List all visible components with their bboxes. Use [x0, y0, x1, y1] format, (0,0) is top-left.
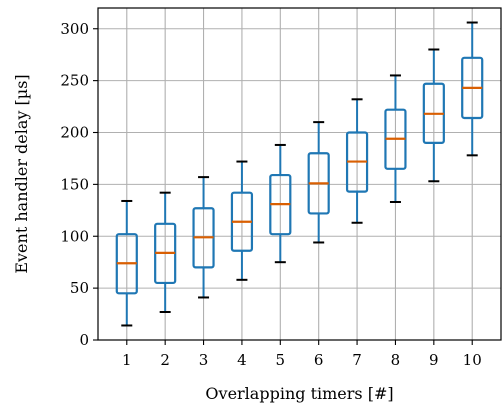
x-tick-label: 1	[122, 351, 132, 369]
box-group	[345, 98, 369, 224]
box-group	[461, 21, 484, 157]
y-tick-label: 50	[70, 279, 89, 297]
axis-ticks: 0 50 100 150 200 250 300 1 2 3 4 5 6 7 8 9 10	[60, 20, 481, 369]
x-tick-label: 9	[429, 351, 439, 369]
x-tick-label: 8	[391, 351, 401, 369]
y-axis-label: Event handler delay [µs]	[12, 74, 31, 273]
boxes	[115, 21, 484, 327]
x-axis-label: Overlapping timers [#]	[205, 384, 393, 403]
box-group	[307, 121, 330, 244]
box-group	[115, 199, 138, 327]
x-tick-label: 10	[463, 351, 482, 369]
x-tick-label: 7	[352, 351, 362, 369]
grid	[98, 8, 501, 341]
y-tick-label: 0	[79, 331, 89, 349]
x-tick-label: 6	[314, 351, 324, 369]
y-tick-label: 300	[60, 20, 89, 38]
x-tick-label: 2	[160, 351, 170, 369]
y-tick-label: 150	[60, 175, 89, 193]
box-group	[192, 176, 215, 299]
box-group	[269, 143, 292, 264]
box-group	[230, 160, 254, 281]
box-group	[384, 74, 407, 204]
box-group	[422, 48, 445, 183]
x-tick-label: 5	[276, 351, 286, 369]
y-tick-label: 200	[60, 124, 89, 142]
box-group	[154, 191, 177, 313]
x-tick-label: 4	[237, 351, 247, 369]
x-tick-label: 3	[199, 351, 209, 369]
plot-frame	[97, 7, 502, 341]
y-tick-label: 100	[60, 227, 89, 245]
y-tick-label: 250	[60, 72, 89, 90]
